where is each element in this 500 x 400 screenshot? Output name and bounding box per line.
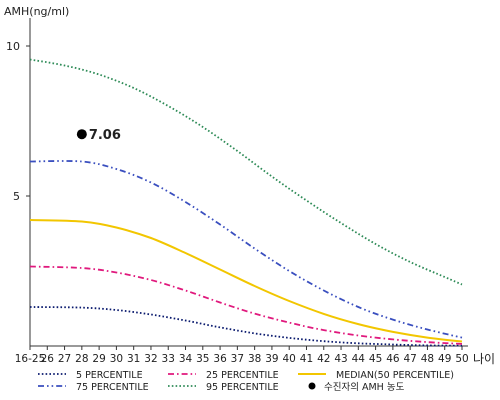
- x-tick-label: 38: [248, 353, 261, 365]
- x-tick-label: 33: [162, 353, 175, 365]
- series-lines: [29, 58, 463, 347]
- series-line-95-percentile: [29, 58, 463, 286]
- x-tick-label: 27: [58, 353, 71, 365]
- legend-label-95-percentile: 95 PERCENTILE: [206, 382, 279, 393]
- x-tick-label: 34: [179, 353, 193, 365]
- x-tick-label: 16-25: [15, 353, 46, 365]
- legend-label-median-50-percentile: MEDIAN(50 PERCENTILE): [336, 370, 454, 381]
- x-tick-label: 48: [421, 353, 434, 365]
- x-tick-label: 35: [196, 353, 209, 365]
- patient-amh-point: [76, 129, 87, 140]
- x-tick-label: 30: [110, 353, 123, 365]
- legend-label-25-percentile: 25 PERCENTILE: [206, 370, 279, 381]
- y-tick-label: 5: [13, 190, 20, 203]
- x-tick-label: 43: [334, 353, 347, 365]
- x-tick-label: 46: [386, 353, 400, 365]
- series-line-5-percentile: [29, 306, 463, 347]
- x-tick-label: 37: [231, 353, 244, 365]
- x-tick-label: 29: [92, 353, 105, 365]
- x-tick-label: 44: [352, 353, 366, 365]
- x-tick-label: 40: [283, 353, 296, 365]
- legend-swatch-수진자의-amh-농도: [308, 382, 316, 390]
- x-tick-label: 36: [213, 353, 227, 365]
- x-axis-title: 나이: [473, 352, 495, 366]
- legend: 5 PERCENTILE 25 PERCENTILE MEDIAN(50 PERCE…: [38, 370, 454, 393]
- y-axis-title: AMH(ng/ml): [4, 5, 69, 18]
- x-tick-label: 39: [265, 353, 278, 365]
- x-tick-label: 41: [300, 353, 313, 365]
- series-line-75-percentile: [29, 160, 463, 339]
- x-tick-label: 47: [403, 353, 416, 365]
- x-tick-label: 28: [75, 353, 88, 365]
- y-tick-label: 10: [6, 40, 20, 53]
- series-line-median-50-percentile: [29, 219, 463, 343]
- series-line-25-percentile: [29, 265, 463, 345]
- x-tick-label: 50: [455, 353, 468, 365]
- x-tick-label: 26: [41, 353, 55, 365]
- x-tick-label: 31: [127, 353, 140, 365]
- patient-marker-group: 7.06: [76, 128, 121, 143]
- legend-label-5-percentile: 5 PERCENTILE: [76, 370, 143, 381]
- x-tick-label: 45: [369, 353, 382, 365]
- x-tick-label: 32: [144, 353, 157, 365]
- legend-label-수진자의-amh-농도: 수진자의 AMH 농도: [324, 382, 405, 393]
- legend-label-75-percentile: 75 PERCENTILE: [76, 382, 149, 393]
- patient-amh-label: 7.06: [89, 128, 121, 143]
- x-tick-label: 49: [438, 353, 451, 365]
- x-tick-label: 42: [317, 353, 330, 365]
